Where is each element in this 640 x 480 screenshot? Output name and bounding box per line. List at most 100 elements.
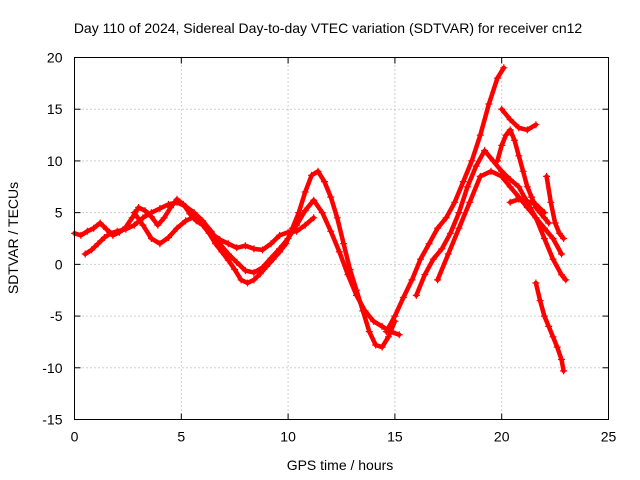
data-point [459, 178, 467, 186]
series-line [384, 65, 507, 334]
data-point [318, 209, 326, 217]
data-point [156, 240, 164, 248]
data-point [320, 178, 328, 186]
data-point [540, 224, 548, 232]
data-point [293, 221, 301, 229]
series-track-11 [506, 195, 548, 217]
data-point [156, 205, 164, 212]
x-tick-label: 25 [601, 429, 617, 445]
data-point [301, 188, 309, 196]
data-point [107, 229, 115, 237]
data-point [276, 231, 284, 239]
data-point [353, 291, 360, 299]
data-point [231, 266, 239, 273]
data-point [165, 200, 172, 208]
data-point [395, 331, 403, 339]
data-point [100, 234, 108, 241]
data-point [506, 183, 514, 191]
data-point [276, 245, 284, 253]
data-point [442, 214, 450, 222]
plot-frame [74, 57, 609, 420]
data-point [130, 221, 138, 229]
y-axis-label: SDTVAR / TECUs [5, 182, 21, 294]
y-tick-label: -15 [42, 412, 62, 428]
data-point [284, 228, 292, 236]
data-point [370, 317, 377, 325]
series-line [132, 210, 316, 253]
data-point [523, 204, 531, 211]
data-point [545, 219, 553, 227]
data-point [562, 276, 570, 284]
data-point [154, 221, 162, 229]
y-tick-label: 15 [47, 101, 63, 117]
chart-title: Day 110 of 2024, Sidereal Day-to-day VTE… [74, 20, 583, 36]
x-axis-label: GPS time / hours [287, 457, 394, 473]
data-point [90, 224, 98, 232]
data-point [560, 367, 568, 375]
data-point [464, 183, 471, 191]
data-point [267, 254, 275, 262]
data-point [532, 200, 540, 208]
data-point [455, 209, 463, 217]
data-point [365, 328, 373, 336]
x-tick-label: 10 [280, 429, 296, 445]
data-point [493, 157, 501, 165]
data-point [543, 172, 551, 180]
data-point [515, 124, 523, 132]
data-point [173, 224, 181, 232]
data-point [412, 291, 420, 299]
data-point [425, 240, 433, 248]
data-point [560, 235, 568, 242]
y-tick-label: 0 [55, 256, 63, 272]
series-line [435, 169, 564, 283]
data-point [506, 198, 514, 206]
series-track-5 [412, 147, 570, 299]
data-point [399, 294, 407, 301]
data-point [88, 246, 96, 254]
data-point [553, 343, 561, 351]
data-point [493, 74, 501, 82]
data-point [130, 209, 138, 217]
data-series [71, 64, 570, 375]
data-point [94, 240, 102, 248]
data-point [241, 267, 249, 275]
data-point [372, 341, 380, 349]
data-point [523, 126, 531, 134]
data-point [199, 219, 207, 227]
data-point [250, 245, 258, 253]
data-point [224, 240, 232, 248]
data-point [344, 271, 352, 279]
data-point [340, 240, 348, 248]
data-point [434, 224, 442, 232]
data-point [540, 209, 548, 217]
series-track-6 [434, 167, 565, 284]
data-point [327, 193, 335, 201]
series-track-9 [543, 172, 568, 242]
data-point [233, 244, 241, 252]
data-point [173, 198, 181, 206]
data-point [216, 236, 224, 243]
y-tick-label: -10 [42, 360, 62, 376]
data-point [558, 250, 565, 258]
y-tick-label: 20 [47, 50, 63, 66]
data-point [241, 242, 249, 250]
data-point [551, 219, 559, 227]
data-point [515, 183, 523, 191]
data-point [429, 255, 437, 263]
data-point [96, 219, 104, 227]
data-point [147, 209, 155, 217]
data-point [438, 245, 446, 253]
data-point [408, 276, 416, 284]
data-point [468, 157, 476, 165]
data-point [532, 214, 540, 222]
data-point [536, 297, 544, 305]
series-track-8 [498, 105, 540, 134]
data-point [83, 227, 91, 235]
data-point [333, 214, 341, 222]
data-point [511, 136, 518, 144]
y-tick-label: 10 [47, 153, 63, 169]
data-point [135, 204, 143, 211]
data-point [165, 234, 172, 241]
data-point [147, 235, 155, 242]
